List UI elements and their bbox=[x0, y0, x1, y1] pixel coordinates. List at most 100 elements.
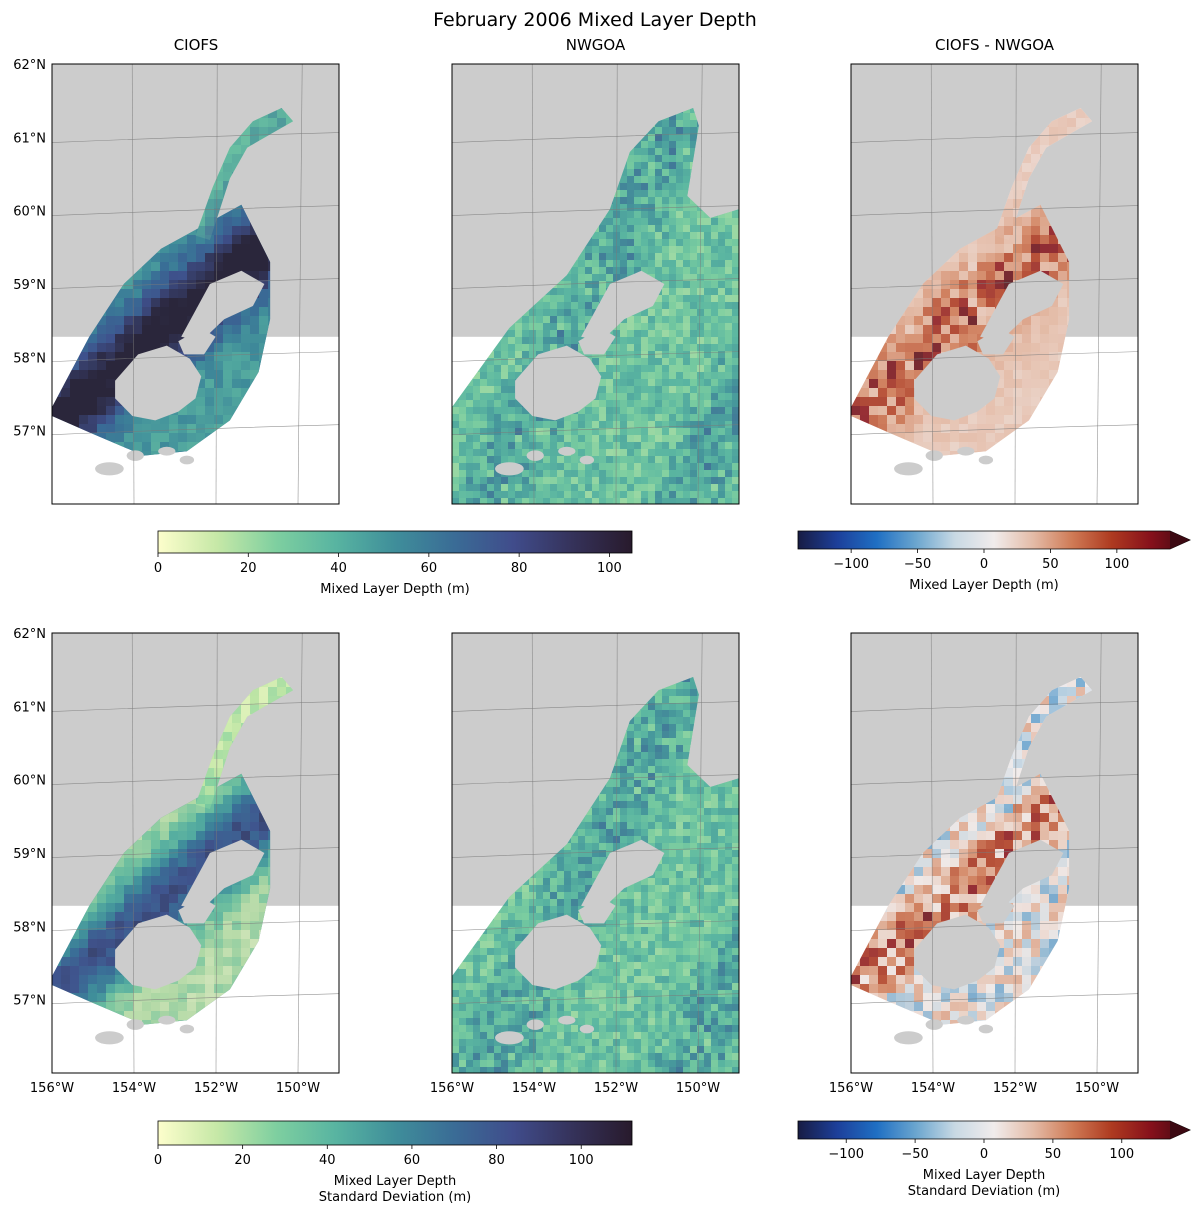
colorbar-tick-label: 50 bbox=[1045, 1147, 1062, 1162]
land-mass-east bbox=[255, 64, 339, 280]
colorbar-tick-label: 100 bbox=[569, 1153, 594, 1168]
latitude-gridline bbox=[452, 701, 739, 712]
latitude-gridline bbox=[52, 993, 339, 1004]
latitude-gridline bbox=[52, 205, 339, 216]
latitude-gridline bbox=[851, 278, 1138, 289]
colorbar-label: Standard Deviation (m) bbox=[319, 1190, 471, 1205]
colorbar-tick-label: 40 bbox=[330, 561, 347, 576]
colorbar-tick-label: −100 bbox=[833, 557, 869, 572]
colorbar-tick-label: 80 bbox=[488, 1153, 505, 1168]
small-island bbox=[558, 446, 576, 456]
map-panel-2: NWGOA bbox=[451, 36, 740, 505]
small-island bbox=[558, 1015, 576, 1025]
colorbar-tick-label: −100 bbox=[828, 1147, 864, 1162]
panel-frame bbox=[451, 632, 740, 1074]
longitude-gridline bbox=[52, 1045, 53, 1073]
small-island bbox=[894, 1031, 923, 1045]
colorbar-tick-label: −50 bbox=[901, 1147, 928, 1162]
longitude-gridline bbox=[697, 633, 703, 1073]
colorbar-gradient bbox=[157, 1120, 633, 1146]
land-mass-east bbox=[255, 633, 339, 849]
small-island bbox=[495, 1031, 524, 1045]
small-island bbox=[957, 446, 975, 456]
kodiak-island bbox=[515, 345, 602, 421]
land-mass-east bbox=[655, 633, 739, 849]
small-island bbox=[894, 462, 923, 476]
kodiak-island bbox=[515, 914, 602, 990]
latitude-gridline bbox=[851, 701, 1138, 712]
kodiak-island bbox=[914, 345, 1001, 421]
small-island bbox=[158, 446, 176, 456]
map-panel-3: CIOFS - NWGOA bbox=[850, 36, 1139, 505]
latitude-gridline bbox=[851, 132, 1138, 143]
colorbar-tick-label: 60 bbox=[404, 1153, 421, 1168]
lat-tick-label: 62°N bbox=[13, 627, 46, 642]
lon-tick-label: 150°W bbox=[676, 1081, 720, 1096]
kenai-peninsula bbox=[181, 839, 265, 911]
panel-title: CIOFS bbox=[174, 36, 219, 54]
latitude-gridline bbox=[851, 424, 1138, 435]
lon-tick-label: 154°W bbox=[112, 1081, 156, 1096]
panel-title: NWGOA bbox=[566, 36, 626, 54]
lat-tick-label: 57°N bbox=[13, 994, 46, 1009]
colorbar-tick-label: −50 bbox=[904, 557, 931, 572]
latitude-gridline bbox=[52, 132, 339, 143]
lon-tick-label: 156°W bbox=[30, 1081, 74, 1096]
latitude-gridline bbox=[52, 920, 339, 931]
colorbar-tick-label: 20 bbox=[240, 561, 257, 576]
lon-tick-label: 154°W bbox=[911, 1081, 955, 1096]
lat-tick-label: 58°N bbox=[13, 351, 46, 366]
latitude-gridline bbox=[452, 774, 739, 785]
longitude-gridline bbox=[1096, 64, 1102, 504]
longitude-gridline bbox=[930, 64, 934, 504]
colorbar-cb1: 0 20 40 60 80 100 Mixed Layer Depth (m) bbox=[154, 530, 633, 597]
map-panel-5: 156°W 154°W 152°W 150°W bbox=[430, 632, 740, 1096]
latitude-gridline bbox=[52, 774, 339, 785]
longitude-gridline bbox=[452, 476, 453, 504]
latitude-gridline bbox=[452, 847, 739, 858]
colorbar-tick-label: 100 bbox=[597, 561, 622, 576]
lon-tick-label: 156°W bbox=[430, 1081, 474, 1096]
lat-tick-label: 62°N bbox=[13, 58, 46, 73]
lon-tick-label: 156°W bbox=[829, 1081, 873, 1096]
latitude-gridline bbox=[52, 351, 339, 362]
lat-tick-label: 60°N bbox=[13, 774, 46, 789]
colorbar-label: Mixed Layer Depth (m) bbox=[320, 582, 469, 597]
colorbar-tick-label: 0 bbox=[154, 561, 162, 576]
latitude-gridline bbox=[452, 132, 739, 143]
latitude-gridline bbox=[851, 205, 1138, 216]
colorbar-label: Mixed Layer Depth bbox=[334, 1174, 456, 1189]
figure-title: February 2006 Mixed Layer Depth bbox=[433, 9, 757, 31]
colorbar-gradient bbox=[797, 530, 1191, 550]
land-mass-east bbox=[655, 64, 739, 280]
longitude-gridline bbox=[615, 633, 618, 1073]
small-island bbox=[957, 1015, 975, 1025]
colorbar-tick-label: 0 bbox=[154, 1153, 162, 1168]
kenai-peninsula bbox=[581, 839, 665, 911]
latitude-gridline bbox=[452, 205, 739, 216]
longitude-gridline bbox=[531, 633, 535, 1073]
latitude-gridline bbox=[452, 278, 739, 289]
longitude-gridline bbox=[131, 633, 135, 1073]
latitude-gridline bbox=[452, 993, 739, 1004]
kenai-peninsula bbox=[980, 839, 1064, 911]
kenai-peninsula bbox=[181, 270, 265, 342]
panel-frame bbox=[51, 632, 340, 1074]
latitude-gridline bbox=[52, 701, 339, 712]
small-island bbox=[495, 462, 524, 476]
map-panel-6: 156°W 154°W 152°W 150°W bbox=[829, 632, 1139, 1096]
colorbar-tick-label: 100 bbox=[1104, 557, 1129, 572]
small-island bbox=[126, 450, 144, 461]
lat-tick-label: 59°N bbox=[13, 278, 46, 293]
longitude-gridline bbox=[1096, 633, 1102, 1073]
kodiak-island bbox=[914, 914, 1001, 990]
latitude-gridline bbox=[52, 847, 339, 858]
latitude-gridline bbox=[452, 351, 739, 362]
small-island bbox=[179, 1024, 195, 1034]
colorbar-tick-label: 0 bbox=[980, 1147, 988, 1162]
colorbar-tick-label: 40 bbox=[319, 1153, 336, 1168]
panel-frame bbox=[850, 63, 1139, 505]
longitude-gridline bbox=[531, 64, 535, 504]
